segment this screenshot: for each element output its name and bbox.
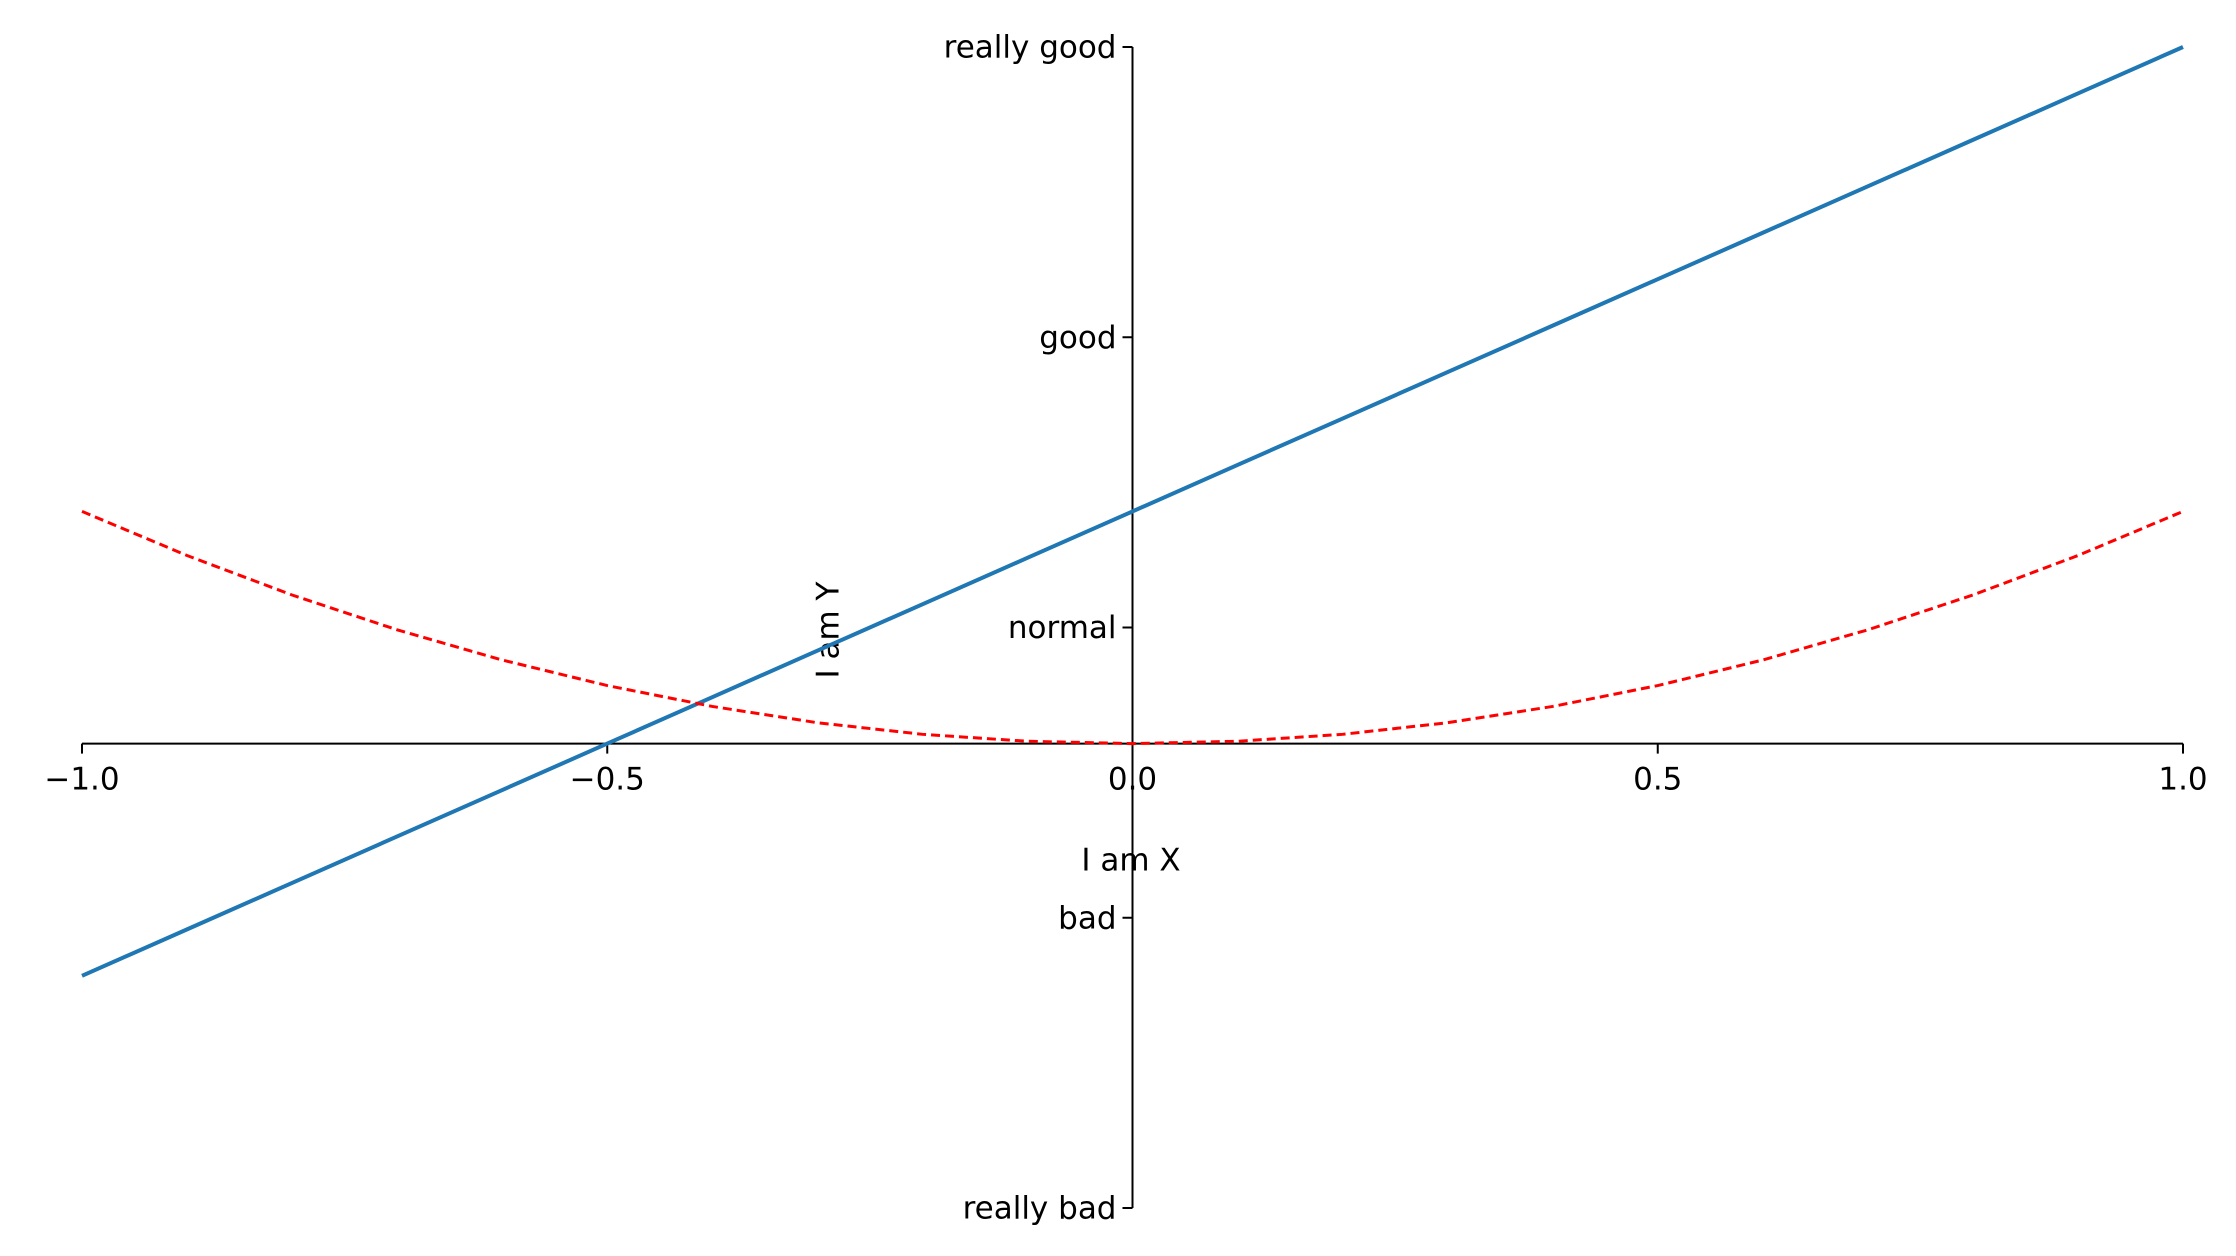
series-line xyxy=(81,45,2184,978)
x-tick-label: −1.0 xyxy=(44,762,119,798)
y-tick-label: good xyxy=(1039,320,1116,356)
x-tick-label: 1.0 xyxy=(2158,762,2207,798)
y-tick-label: bad xyxy=(1058,900,1116,936)
y-axis-label: I am Y xyxy=(811,581,847,678)
x-tick-label: 0.5 xyxy=(1633,762,1682,798)
x-tick-label: 0.0 xyxy=(1108,762,1157,798)
y-tick-label: normal xyxy=(1008,610,1117,646)
x-axis-label: I am X xyxy=(1081,843,1180,879)
y-tick-label: really bad xyxy=(963,1191,1117,1227)
series-line xyxy=(81,510,2184,746)
x-tick-label: −0.5 xyxy=(570,762,645,798)
y-tick-label: really good xyxy=(944,30,1117,66)
